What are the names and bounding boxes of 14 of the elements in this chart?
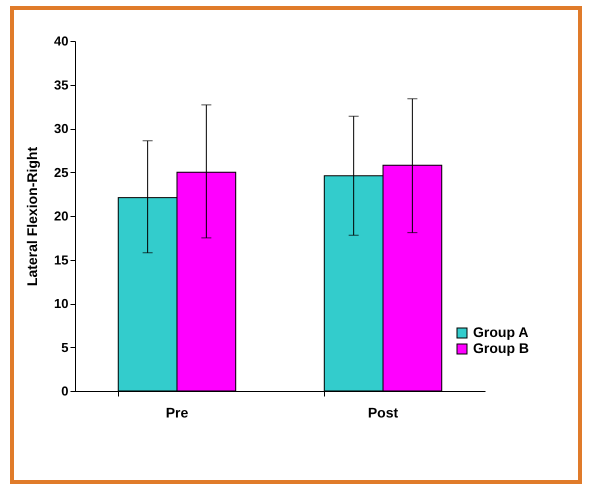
- y-tick-label: 35: [54, 77, 68, 92]
- y-tick-label: 40: [54, 34, 68, 48]
- y-tick-label: 20: [54, 208, 68, 224]
- y-tick-label: 0: [61, 384, 68, 398]
- y-tick-label: 10: [54, 296, 68, 311]
- x-tick-label: Post: [368, 404, 399, 420]
- y-tick-label: 25: [54, 164, 68, 180]
- legend-label: Group B: [473, 340, 529, 356]
- y-tick-label: 5: [61, 340, 68, 355]
- y-tick-label: 15: [54, 252, 68, 268]
- y-tick-label: 30: [54, 121, 68, 136]
- x-tick-label: Pre: [166, 404, 188, 420]
- y-axis-title: Lateral Flexion-Right: [24, 146, 40, 286]
- legend-label: Group A: [473, 324, 528, 340]
